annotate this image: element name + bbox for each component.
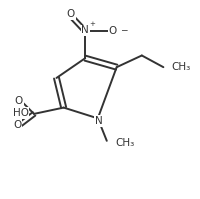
Text: N: N — [81, 25, 89, 35]
Text: O: O — [66, 9, 75, 19]
Text: −: − — [119, 25, 127, 34]
Text: CH₃: CH₃ — [171, 62, 190, 72]
Text: O: O — [108, 26, 116, 36]
Text: CH₃: CH₃ — [115, 138, 134, 148]
Text: HO: HO — [12, 108, 28, 118]
Text: O: O — [13, 120, 21, 130]
Text: O: O — [15, 96, 23, 106]
Text: N: N — [94, 116, 102, 126]
Text: +: + — [89, 21, 95, 27]
